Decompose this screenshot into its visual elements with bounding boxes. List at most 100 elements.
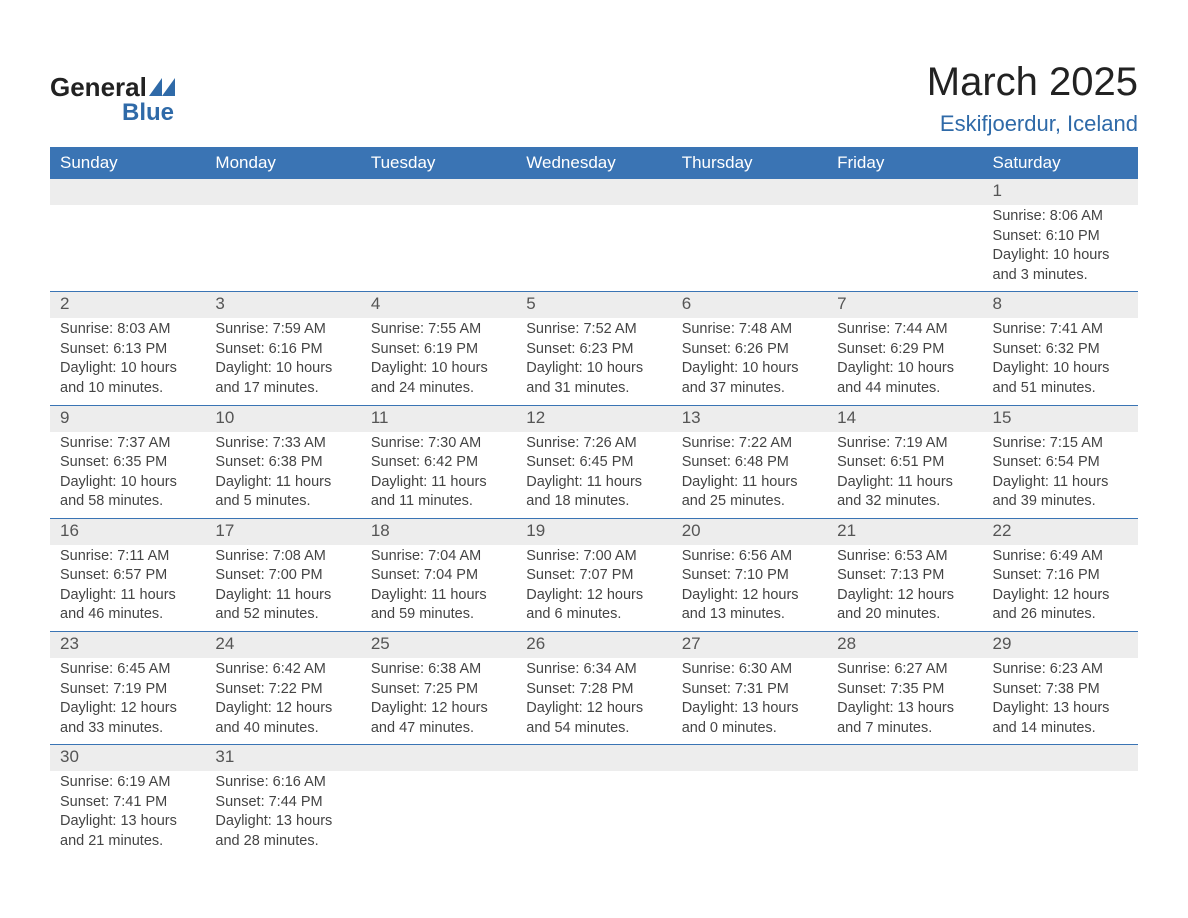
day-cell-number xyxy=(672,179,827,205)
day-cell-data: Sunrise: 7:41 AMSunset: 6:32 PMDaylight:… xyxy=(983,318,1138,405)
sunrise-text: Sunrise: 7:15 AM xyxy=(993,434,1128,454)
day-cell-data xyxy=(983,771,1138,857)
weekday-header-row: Sunday Monday Tuesday Wednesday Thursday… xyxy=(50,147,1138,179)
day-cell-data: Sunrise: 6:23 AMSunset: 7:38 PMDaylight:… xyxy=(983,658,1138,745)
day-number: 13 xyxy=(672,406,827,432)
brand-part2: Blue xyxy=(122,99,174,127)
sunset-text: Sunset: 7:38 PM xyxy=(993,680,1128,700)
sunset-text: Sunset: 6:54 PM xyxy=(993,453,1128,473)
day-number: 7 xyxy=(827,292,982,318)
sunset-text: Sunset: 6:26 PM xyxy=(682,340,817,360)
day-data: Sunrise: 7:59 AMSunset: 6:16 PMDaylight:… xyxy=(205,318,360,404)
sunrise-text: Sunrise: 7:30 AM xyxy=(371,434,506,454)
day-cell-number: 18 xyxy=(361,518,516,545)
page-title: March 2025 xyxy=(927,60,1138,105)
day-data: Sunrise: 7:48 AMSunset: 6:26 PMDaylight:… xyxy=(672,318,827,404)
day-data: Sunrise: 6:42 AMSunset: 7:22 PMDaylight:… xyxy=(205,658,360,744)
sunset-text: Sunset: 7:04 PM xyxy=(371,566,506,586)
day-cell-data: Sunrise: 6:34 AMSunset: 7:28 PMDaylight:… xyxy=(516,658,671,745)
day-number xyxy=(827,179,982,203)
sunrise-text: Sunrise: 8:03 AM xyxy=(60,320,195,340)
day-cell-number xyxy=(516,745,671,772)
day-cell-data: Sunrise: 7:33 AMSunset: 6:38 PMDaylight:… xyxy=(205,432,360,519)
sunrise-text: Sunrise: 6:27 AM xyxy=(837,660,972,680)
day-number: 20 xyxy=(672,519,827,545)
day-number: 22 xyxy=(983,519,1138,545)
daylight-text: Daylight: 12 hours and 40 minutes. xyxy=(215,699,350,738)
day-data: Sunrise: 7:52 AMSunset: 6:23 PMDaylight:… xyxy=(516,318,671,404)
sunrise-text: Sunrise: 7:19 AM xyxy=(837,434,972,454)
day-number xyxy=(983,745,1138,769)
sunset-text: Sunset: 7:07 PM xyxy=(526,566,661,586)
day-data: Sunrise: 6:19 AMSunset: 7:41 PMDaylight:… xyxy=(50,771,205,857)
week-data-row: Sunrise: 8:06 AMSunset: 6:10 PMDaylight:… xyxy=(50,205,1138,292)
day-data: Sunrise: 6:49 AMSunset: 7:16 PMDaylight:… xyxy=(983,545,1138,631)
sunrise-text: Sunrise: 7:52 AM xyxy=(526,320,661,340)
week-daynum-row: 16171819202122 xyxy=(50,518,1138,545)
sunrise-text: Sunrise: 7:59 AM xyxy=(215,320,350,340)
day-cell-number: 7 xyxy=(827,292,982,319)
day-data xyxy=(361,205,516,283)
day-number: 1 xyxy=(983,179,1138,205)
day-number: 11 xyxy=(361,406,516,432)
day-cell-data xyxy=(516,771,671,857)
day-cell-data xyxy=(205,205,360,292)
day-data xyxy=(827,205,982,283)
day-number: 15 xyxy=(983,406,1138,432)
daylight-text: Daylight: 11 hours and 46 minutes. xyxy=(60,586,195,625)
day-number: 9 xyxy=(50,406,205,432)
day-number xyxy=(827,745,982,769)
week-daynum-row: 9101112131415 xyxy=(50,405,1138,432)
day-number: 24 xyxy=(205,632,360,658)
page-subtitle: Eskifjoerdur, Iceland xyxy=(927,111,1138,137)
day-cell-number: 26 xyxy=(516,632,671,659)
day-number: 25 xyxy=(361,632,516,658)
weekday-header: Wednesday xyxy=(516,147,671,179)
day-cell-number: 9 xyxy=(50,405,205,432)
daylight-text: Daylight: 11 hours and 5 minutes. xyxy=(215,473,350,512)
day-cell-data: Sunrise: 7:15 AMSunset: 6:54 PMDaylight:… xyxy=(983,432,1138,519)
day-cell-data: Sunrise: 7:08 AMSunset: 7:00 PMDaylight:… xyxy=(205,545,360,632)
day-data: Sunrise: 7:04 AMSunset: 7:04 PMDaylight:… xyxy=(361,545,516,631)
sunrise-text: Sunrise: 6:38 AM xyxy=(371,660,506,680)
sunset-text: Sunset: 6:32 PM xyxy=(993,340,1128,360)
day-number: 27 xyxy=(672,632,827,658)
sunset-text: Sunset: 6:19 PM xyxy=(371,340,506,360)
day-cell-number: 3 xyxy=(205,292,360,319)
day-cell-number: 24 xyxy=(205,632,360,659)
day-number: 17 xyxy=(205,519,360,545)
weekday-header: Sunday xyxy=(50,147,205,179)
day-cell-number: 28 xyxy=(827,632,982,659)
day-number: 28 xyxy=(827,632,982,658)
sunset-text: Sunset: 7:31 PM xyxy=(682,680,817,700)
sunset-text: Sunset: 7:10 PM xyxy=(682,566,817,586)
daylight-text: Daylight: 11 hours and 39 minutes. xyxy=(993,473,1128,512)
week-data-row: Sunrise: 6:19 AMSunset: 7:41 PMDaylight:… xyxy=(50,771,1138,857)
sunrise-text: Sunrise: 6:45 AM xyxy=(60,660,195,680)
brand-logo: General Blue xyxy=(50,60,175,127)
day-cell-data: Sunrise: 8:06 AMSunset: 6:10 PMDaylight:… xyxy=(983,205,1138,292)
day-data: Sunrise: 7:55 AMSunset: 6:19 PMDaylight:… xyxy=(361,318,516,404)
day-cell-number: 5 xyxy=(516,292,671,319)
day-data: Sunrise: 7:44 AMSunset: 6:29 PMDaylight:… xyxy=(827,318,982,404)
sunset-text: Sunset: 7:41 PM xyxy=(60,793,195,813)
day-cell-data: Sunrise: 7:04 AMSunset: 7:04 PMDaylight:… xyxy=(361,545,516,632)
weekday-header: Tuesday xyxy=(361,147,516,179)
day-data: Sunrise: 8:03 AMSunset: 6:13 PMDaylight:… xyxy=(50,318,205,404)
day-cell-data: Sunrise: 6:19 AMSunset: 7:41 PMDaylight:… xyxy=(50,771,205,857)
sunrise-text: Sunrise: 6:19 AM xyxy=(60,773,195,793)
day-cell-number: 8 xyxy=(983,292,1138,319)
daylight-text: Daylight: 12 hours and 13 minutes. xyxy=(682,586,817,625)
sunset-text: Sunset: 7:13 PM xyxy=(837,566,972,586)
day-number: 3 xyxy=(205,292,360,318)
day-data: Sunrise: 8:06 AMSunset: 6:10 PMDaylight:… xyxy=(983,205,1138,291)
day-number: 5 xyxy=(516,292,671,318)
sunset-text: Sunset: 6:13 PM xyxy=(60,340,195,360)
daylight-text: Daylight: 10 hours and 10 minutes. xyxy=(60,359,195,398)
sunset-text: Sunset: 6:38 PM xyxy=(215,453,350,473)
sunset-text: Sunset: 6:35 PM xyxy=(60,453,195,473)
day-data: Sunrise: 6:38 AMSunset: 7:25 PMDaylight:… xyxy=(361,658,516,744)
day-number xyxy=(516,745,671,769)
day-cell-number xyxy=(827,745,982,772)
sunrise-text: Sunrise: 7:26 AM xyxy=(526,434,661,454)
